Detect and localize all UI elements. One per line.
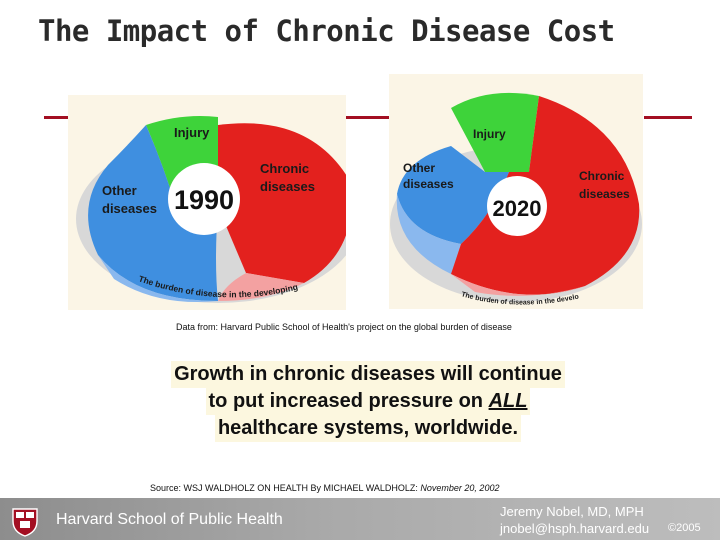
disease-burden-2020-figure: 2020 Injury Other diseases Chronic disea… [389, 74, 643, 309]
chronic-label-line2: diseases [579, 187, 630, 201]
other-segment-rim [98, 255, 218, 303]
other-segment [397, 146, 509, 244]
disease-burden-2020-graphic: 2020 Injury Other diseases Chronic disea… [389, 74, 642, 307]
key-message-emphasis: ALL [488, 390, 528, 412]
copyright: ©2005 [668, 522, 701, 534]
source-citation: Source: WSJ WALDHOLZ ON HEALTH By MICHAE… [150, 483, 499, 493]
source-prefix: Source: [150, 483, 184, 493]
chronic-label-line1: Chronic [579, 169, 625, 183]
harvard-shield-icon [12, 508, 38, 537]
source-date: November 20, 2002 [420, 483, 500, 493]
center-hub [168, 163, 240, 235]
key-message-line3: healthcare systems, worldwide. [214, 415, 522, 442]
divider-right [644, 116, 692, 119]
source-text: WSJ WALDHOLZ ON HEALTH By MICHAEL WALDHO… [183, 483, 421, 493]
chronic-segment-rim [451, 274, 585, 296]
chronic-segment [218, 123, 346, 283]
key-message-line2-prefix: to put increased pressure on [208, 390, 489, 412]
divider-left [44, 116, 68, 119]
author-name: Jeremy Nobel, MD, MPH [500, 504, 644, 519]
chronic-segment-rim [218, 273, 304, 301]
footer-bar [0, 498, 720, 540]
author-email: jnobel@hsph.harvard.edu [500, 521, 650, 536]
slide-title: The Impact of Chronic Disease Cost [38, 14, 615, 48]
injury-label: Injury [473, 127, 506, 141]
chronic-segment [451, 96, 640, 295]
key-message-line1: Growth in chronic diseases will continue [171, 361, 565, 388]
other-label-line1: Other [403, 161, 435, 175]
other-label-line2: diseases [403, 177, 454, 191]
disease-burden-1990-graphic: 1990 Injury Other diseases Chronic disea… [68, 95, 346, 303]
data-source-note: Data from: Harvard Public School of Heal… [176, 322, 512, 332]
other-label-line2: diseases [102, 201, 157, 216]
author-block: Jeremy Nobel, MD, MPH jnobel@hsph.harvar… [500, 503, 649, 537]
other-segment [88, 125, 218, 301]
chronic-label-line1: Chronic [260, 161, 309, 176]
injury-segment [451, 92, 539, 172]
other-segment-rim [396, 194, 461, 274]
other-label-line1: Other [102, 183, 137, 198]
center-hub [487, 176, 547, 236]
school-name: Harvard School of Public Health [56, 511, 283, 528]
injury-label: Injury [174, 125, 210, 140]
chronic-label-line2: diseases [260, 179, 315, 194]
disease-burden-1990-figure: 1990 Injury Other diseases Chronic disea… [68, 95, 346, 310]
year-label: 1990 [174, 185, 234, 215]
key-message: Growth in chronic diseases will continue… [132, 361, 604, 442]
divider-middle [346, 116, 390, 119]
year-label: 2020 [493, 196, 542, 221]
key-message-line2: to put increased pressure on ALL [205, 388, 531, 415]
